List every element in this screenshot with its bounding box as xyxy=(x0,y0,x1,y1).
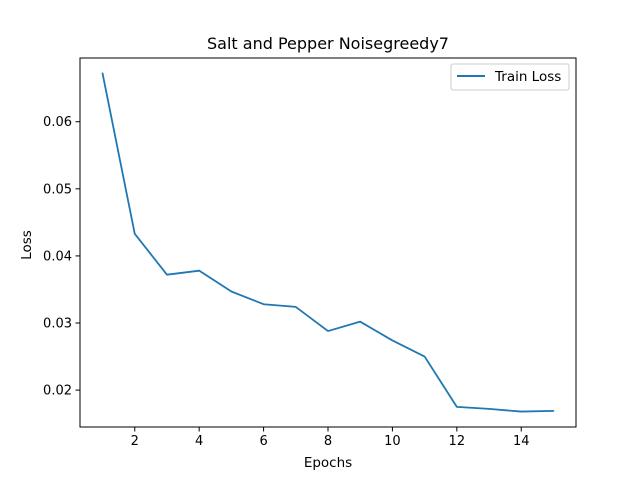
chart-title: Salt and Pepper Noisegreedy7 xyxy=(207,34,449,53)
x-tick-label: 2 xyxy=(131,434,139,449)
x-tick-label: 4 xyxy=(195,434,203,449)
x-tick-label: 14 xyxy=(513,434,530,449)
x-tick-label: 12 xyxy=(449,434,466,449)
x-tick-label: 8 xyxy=(324,434,332,449)
y-tick-label: 0.06 xyxy=(43,115,72,130)
y-axis-label: Loss xyxy=(19,230,35,260)
legend-box xyxy=(450,63,570,91)
y-tick-label: 0.03 xyxy=(43,317,72,332)
y-tick-label: 0.02 xyxy=(43,384,72,399)
series-line-0 xyxy=(101,72,555,413)
x-tick-label: 10 xyxy=(384,434,401,449)
legend: Train Loss xyxy=(450,63,570,91)
y-tick-label: 0.04 xyxy=(43,249,72,264)
x-tick-label: 6 xyxy=(259,434,267,449)
plot-area: 2 4 6 8 10 12 14 0.02 0.03 0.04 0.05 0.06 xyxy=(43,57,577,449)
legend-label-train-loss: Train Loss xyxy=(494,69,561,85)
x-axis-label: Epochs xyxy=(304,455,352,471)
y-tick-label: 0.05 xyxy=(43,182,72,197)
